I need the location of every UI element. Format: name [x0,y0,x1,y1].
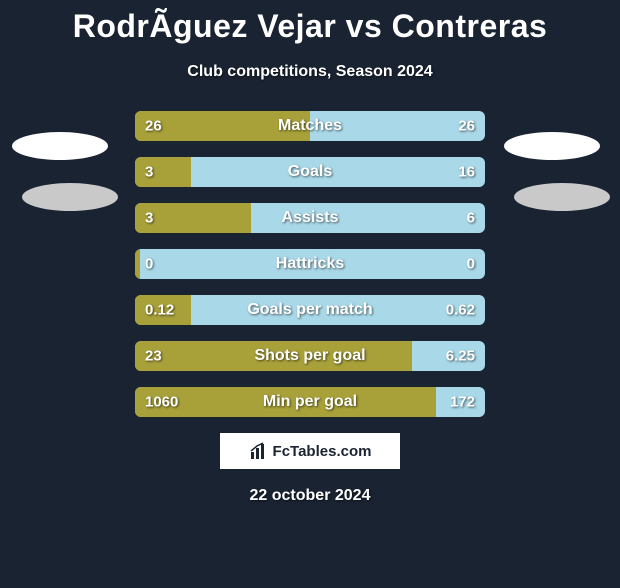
comparison-chart: 26Matches263Goals163Assists60Hattricks00… [135,111,485,417]
bar-value-right: 0.62 [446,302,475,319]
bar-label: Assists [282,209,339,227]
bar-value-right: 172 [450,394,475,411]
bar-value-right: 6 [467,210,475,227]
player-left-ellipse-2 [22,183,118,211]
bar-value-left: 3 [145,210,153,227]
bar-label: Matches [278,117,342,135]
bar-value-left: 26 [145,118,162,135]
bar-row: 0.12 Goals per match 0.62 [135,295,485,325]
branding-box: FcTables.com [220,433,400,469]
bar-label: Hattricks [276,255,344,273]
subtitle: Club competitions, Season 2024 [0,63,620,81]
player-right-ellipse-2 [514,183,610,211]
bar-label: Min per goal [263,393,357,411]
bar-value-right: 0 [467,256,475,273]
page-title: RodrÃ­guez Vejar vs Contreras [0,8,620,45]
bar-row: 23 Shots per goal 6.25 [135,341,485,371]
bar-label: Goals per match [247,301,372,319]
bar-row: 0 Hattricks 0 [135,249,485,279]
branding-text: FcTables.com [273,443,372,460]
bar-value-left: 0 [145,256,153,273]
bar-value-left: 23 [145,348,162,365]
bar-left-fill [135,157,191,187]
branding-chart-icon [249,441,269,461]
bar-left-fill [135,249,140,279]
bar-value-left: 3 [145,164,153,181]
bar-row: 26 Matches 26 [135,111,485,141]
player-right-ellipse-1 [504,132,600,160]
bar-value-right: 16 [458,164,475,181]
bar-row: 3 Goals 16 [135,157,485,187]
bar-label: Shots per goal [254,347,365,365]
bar-value-left: 1060 [145,394,178,411]
bar-value-left: 0.12 [145,302,174,319]
bar-row: 1060 Min per goal 172 [135,387,485,417]
bar-value-right: 6.25 [446,348,475,365]
bar-row: 3 Assists 6 [135,203,485,233]
bar-value-right: 26 [458,118,475,135]
player-left-ellipse-1 [12,132,108,160]
date-label: 22 october 2024 [0,487,620,505]
bar-label: Goals [288,163,332,181]
